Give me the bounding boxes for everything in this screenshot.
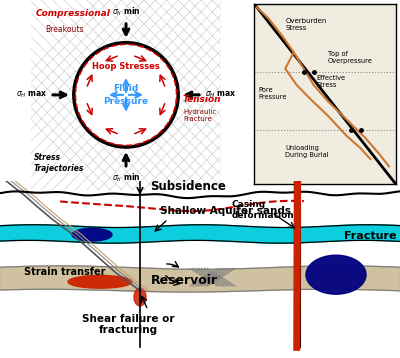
Polygon shape: [68, 275, 132, 288]
Text: Effective
Stress: Effective Stress: [316, 75, 346, 88]
Text: Pore
Pressure: Pore Pressure: [258, 87, 287, 101]
Text: Overburden
Stress: Overburden Stress: [285, 18, 327, 31]
Text: Unloading
During Burial: Unloading During Burial: [285, 145, 329, 158]
Text: $\sigma_{h}$ min: $\sigma_{h}$ min: [112, 172, 140, 184]
Text: Fluid: Fluid: [113, 84, 139, 93]
Circle shape: [74, 43, 178, 147]
Text: $\sigma_{h}$ min: $\sigma_{h}$ min: [112, 5, 140, 18]
Text: Shear failure or
fracturing: Shear failure or fracturing: [82, 314, 174, 335]
Text: Reservoir: Reservoir: [150, 274, 218, 286]
Text: $\sigma_{H}$ max: $\sigma_{H}$ max: [16, 90, 47, 100]
Text: Casing
deformation: Casing deformation: [232, 200, 295, 219]
Text: Stress
Trajectories: Stress Trajectories: [34, 154, 84, 173]
Text: Subsidence: Subsidence: [150, 180, 226, 193]
Text: Fracture: Fracture: [344, 231, 396, 241]
Text: Hoop Stresses: Hoop Stresses: [92, 62, 160, 71]
Polygon shape: [72, 228, 112, 241]
Text: Strain transfer: Strain transfer: [24, 267, 106, 277]
Text: $\sigma_{H}$ max: $\sigma_{H}$ max: [205, 90, 236, 100]
Polygon shape: [306, 255, 366, 294]
Text: Hydraulic
Fracture: Hydraulic Fracture: [183, 109, 216, 122]
Text: Breakouts: Breakouts: [45, 25, 84, 34]
Text: Top of
Overpressure: Top of Overpressure: [328, 51, 373, 64]
Text: Shallow Aquifer sands: Shallow Aquifer sands: [160, 206, 291, 216]
Text: Tension: Tension: [183, 95, 222, 104]
Text: Pressure: Pressure: [104, 97, 148, 106]
Text: Compressional: Compressional: [36, 9, 111, 19]
Polygon shape: [134, 288, 146, 306]
